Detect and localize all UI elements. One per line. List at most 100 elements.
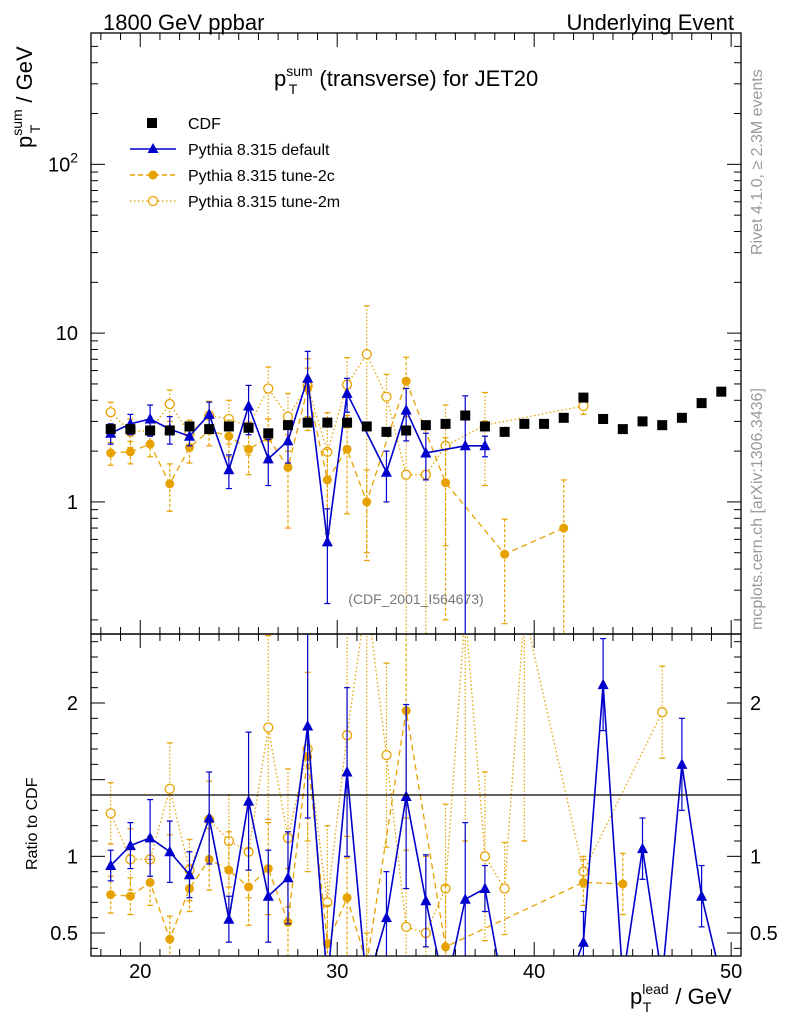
analysis-watermark: (CDF_2001_I564673) — [348, 591, 483, 607]
data-point — [243, 422, 254, 433]
data-point — [165, 479, 175, 489]
data-point — [459, 439, 471, 451]
data-point — [420, 420, 431, 431]
ratio-tick-label: 2 — [67, 693, 78, 715]
data-point — [361, 349, 372, 360]
y-tick-label: 1 — [67, 492, 78, 514]
legend-marker-cdf — [147, 118, 157, 128]
data-point — [401, 425, 412, 436]
data-point — [145, 425, 156, 436]
data-point — [263, 383, 274, 394]
data-point — [637, 416, 648, 427]
axes: 20 30 40 50 1 10 102 0.5 0.5 1 1 2 2 — [48, 32, 778, 983]
ratio-point — [244, 882, 254, 892]
legend: CDF Pythia 8.315 default Pythia 8.315 tu… — [130, 116, 340, 211]
data-point — [500, 549, 510, 559]
data-point — [224, 431, 234, 441]
data-point — [282, 420, 293, 431]
data-point — [145, 439, 155, 449]
ratio-point — [637, 842, 649, 854]
data-point — [559, 523, 569, 533]
data-point — [578, 400, 589, 412]
data-point — [696, 398, 707, 409]
data-point — [381, 426, 392, 437]
ratio-point — [183, 868, 195, 880]
ratio-point — [696, 890, 708, 901]
chart-title: psum T (transverse) for JET20 — [274, 63, 538, 97]
ratio-point — [341, 766, 353, 777]
data-point — [184, 421, 195, 432]
ratio-point — [381, 749, 392, 761]
legend-label-tune2m: Pythia 8.315 tune-2m — [188, 194, 340, 211]
ratio-point — [302, 720, 314, 731]
ratio-point — [499, 883, 510, 894]
y-tick-label: 102 — [48, 149, 78, 176]
ratio-point — [420, 894, 432, 906]
data-point — [440, 418, 451, 429]
ratio-line — [110, 634, 663, 934]
data-point — [598, 413, 609, 424]
ratio-point — [106, 890, 116, 900]
data-point — [539, 418, 550, 429]
data-point — [302, 372, 314, 383]
x-axis-label: plead T / GeV — [630, 981, 732, 1015]
title-main: p — [274, 66, 286, 91]
data-point — [362, 497, 372, 507]
ratio-point — [401, 921, 412, 933]
data-point — [342, 417, 353, 428]
data-point — [361, 421, 372, 432]
ratio-point — [342, 893, 352, 903]
data-point — [125, 424, 136, 435]
ratio-tick-label-right: 1 — [750, 846, 761, 868]
data-point — [657, 420, 668, 431]
data-point — [244, 444, 254, 454]
ratio-tick-label-right: 2 — [750, 693, 761, 715]
data-point — [617, 424, 628, 435]
ylabel-sub: T — [27, 124, 43, 133]
ratio-point — [124, 839, 136, 851]
ratio-point — [441, 942, 451, 952]
data-point — [321, 535, 333, 547]
x-tick-label: 30 — [326, 961, 348, 983]
data-point — [223, 421, 234, 432]
data-point — [381, 391, 392, 402]
ratio-point — [105, 808, 116, 819]
ratio-point — [400, 790, 412, 802]
ratio-point — [164, 845, 176, 857]
data-point — [401, 469, 412, 480]
ratio-point — [203, 812, 215, 823]
data-point — [479, 421, 490, 432]
data-point — [263, 428, 274, 439]
data-point — [441, 478, 451, 488]
title-rest: (transverse) for JET20 — [313, 66, 538, 91]
ratio-point — [263, 722, 274, 733]
data-point — [420, 446, 432, 458]
ratio-point — [125, 891, 135, 901]
x-tick-label: 40 — [523, 961, 545, 983]
ratio-point — [243, 795, 255, 806]
ratio-point — [144, 831, 156, 843]
data-point — [400, 404, 412, 415]
ratio-point — [145, 877, 155, 887]
ratio-tick-label: 0.5 — [50, 923, 78, 945]
ratio-point — [479, 851, 491, 862]
legend-label-default: Pythia 8.315 default — [188, 142, 330, 159]
legend-label-cdf: CDF — [188, 116, 221, 133]
data-point — [164, 398, 175, 410]
ratio-point — [223, 913, 235, 924]
data-point — [342, 444, 352, 454]
legend-marker-tune2m — [147, 195, 159, 207]
ratio-point — [618, 879, 628, 889]
data-point — [106, 448, 116, 458]
data-point — [676, 412, 687, 423]
data-point — [380, 466, 392, 477]
ratio-point — [282, 871, 294, 883]
header-left: 1800 GeV ppbar — [103, 10, 264, 35]
title-sup: sum — [286, 63, 312, 79]
ratio-point — [577, 936, 589, 947]
ratio-series-0 — [105, 634, 717, 956]
xlabel-rest: / GeV — [669, 984, 732, 1009]
data-point — [204, 424, 215, 435]
data-point — [499, 426, 510, 437]
